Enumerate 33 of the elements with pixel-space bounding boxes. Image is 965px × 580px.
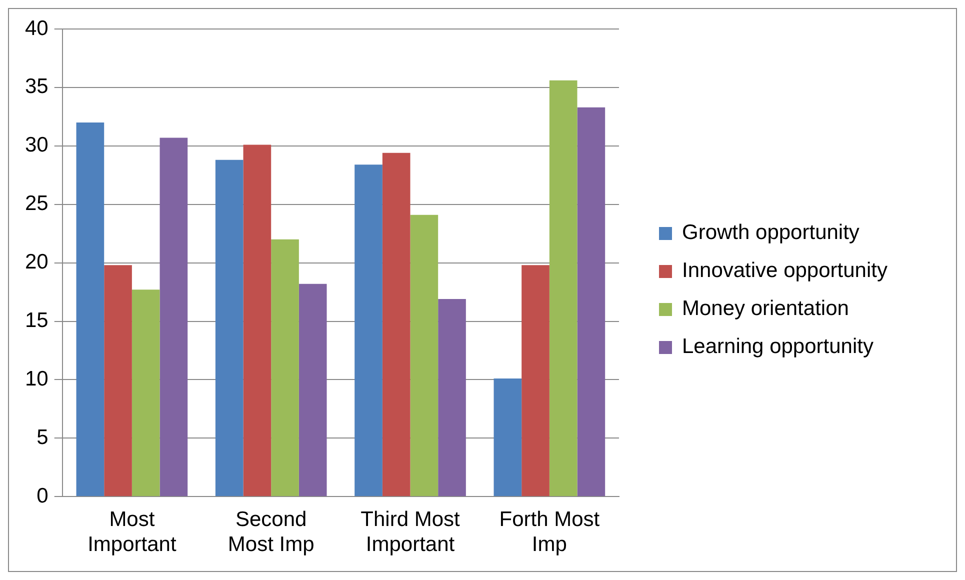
bar — [271, 239, 299, 496]
bar — [494, 378, 522, 496]
y-tick-label: 10 — [25, 367, 48, 390]
y-tick-label: 40 — [25, 16, 48, 40]
bar — [215, 160, 244, 496]
x-tick-label: Forth Most Imp — [499, 508, 600, 556]
y-tick-label: 15 — [25, 309, 48, 332]
bar — [549, 80, 578, 496]
y-tick-label: 20 — [25, 250, 48, 274]
bar — [410, 214, 438, 496]
legend-label: Growth opportunity — [682, 221, 860, 245]
y-tick-label: 0 — [36, 484, 48, 508]
bar — [382, 152, 410, 496]
x-tick-label: Most Important — [88, 508, 176, 556]
bar — [160, 138, 188, 496]
y-tick-label: 5 — [36, 426, 48, 449]
y-tick-label: 30 — [25, 134, 48, 157]
bar — [577, 107, 606, 496]
legend-label: Innovative opportunity — [682, 259, 888, 283]
bar — [438, 299, 466, 496]
y-tick-label: 35 — [25, 75, 48, 98]
bar — [243, 144, 272, 496]
bar — [76, 122, 104, 496]
legend-label: Money orientation — [682, 297, 849, 321]
bar — [132, 290, 160, 496]
x-tick-label: Second Most Imp — [228, 508, 314, 556]
bar — [522, 265, 550, 496]
bar — [354, 164, 382, 496]
x-tick-label: Third Most Important — [360, 508, 460, 556]
bar — [104, 265, 132, 496]
y-tick-label: 25 — [25, 192, 48, 216]
bar — [298, 284, 327, 496]
legend-label: Learning opportunity — [682, 335, 874, 359]
